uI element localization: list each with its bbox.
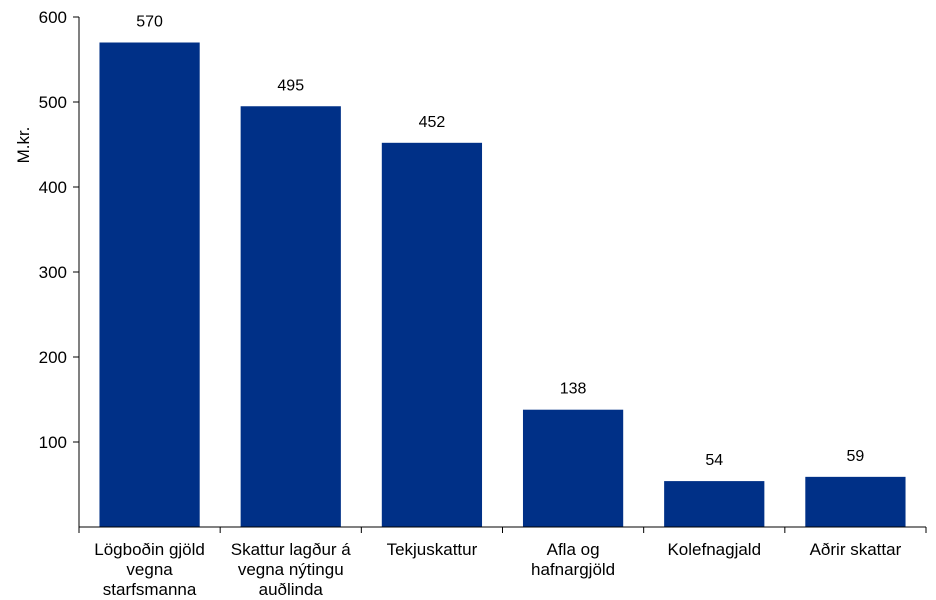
category-label-line: Skattur lagður á	[231, 540, 352, 559]
y-tick-label: 200	[39, 348, 67, 367]
category-label-line: Afla og	[547, 540, 600, 559]
bar	[664, 481, 765, 527]
bar	[240, 106, 341, 527]
category-label-line: auðlinda	[259, 580, 324, 599]
bar-value-label: 54	[705, 452, 723, 469]
bar-value-label: 570	[136, 14, 163, 31]
category-label-line: vegna nýtingu	[238, 560, 344, 579]
y-tick-label: 400	[39, 178, 67, 197]
category-label-line: Lögboðin gjöld	[94, 540, 205, 559]
y-axis-ticks: 100 200 300 400 500 600	[39, 8, 79, 452]
bar	[99, 42, 200, 527]
category-label: Kolefnagjald	[667, 540, 761, 559]
bar-value-label: 138	[560, 381, 587, 398]
category-label-line: vegna	[126, 560, 173, 579]
y-tick-label: 600	[39, 8, 67, 27]
bar-value-label: 59	[847, 448, 865, 465]
category-label: Afla og hafnargjöld	[531, 540, 615, 579]
bar-value-label: 452	[419, 114, 446, 131]
category-label-line: Kolefnagjald	[667, 540, 761, 559]
y-tick-label: 300	[39, 263, 67, 282]
bar	[805, 476, 906, 527]
y-tick-label: 100	[39, 433, 67, 452]
category-label-line: hafnargjöld	[531, 560, 615, 579]
bars	[99, 42, 906, 528]
category-label: Aðrir skattar	[810, 540, 902, 559]
category-labels: Lögboðin gjöld vegna starfsmanna Skattur la…	[94, 540, 901, 599]
bar	[522, 409, 624, 527]
bar-value-label: 495	[277, 77, 304, 94]
category-label: Tekjuskattur	[387, 540, 478, 559]
category-label: Lögboðin gjöld vegna starfsmanna	[94, 540, 205, 599]
x-axis-ticks	[78, 527, 927, 533]
y-tick-label: 500	[39, 93, 67, 112]
category-label-line: Aðrir skattar	[810, 540, 902, 559]
y-axis-title: M.kr.	[14, 127, 33, 164]
bar	[381, 142, 483, 528]
category-label-line: Tekjuskattur	[387, 540, 478, 559]
data-labels: 570 495 452 138 54 59	[136, 14, 864, 470]
category-label-line: starfsmanna	[103, 580, 197, 599]
category-label: Skattur lagður á vegna nýtingu auðlinda	[231, 540, 352, 599]
